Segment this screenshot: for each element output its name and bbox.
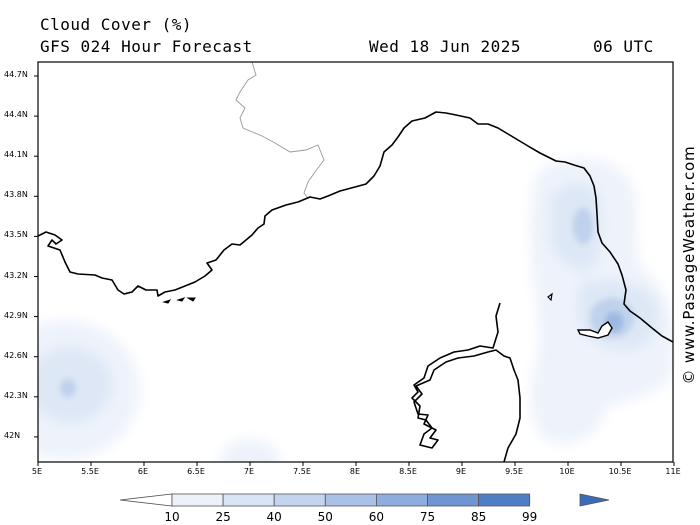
lon-label: 9E (455, 467, 467, 476)
legend-label: 99 (522, 510, 538, 524)
lat-label: 43.2N (4, 270, 28, 280)
island-elba (576, 321, 613, 339)
legend-label: 50 (317, 510, 333, 524)
credit-watermark: © www.PassageWeather.com (680, 145, 698, 385)
axis-ticks (34, 75, 675, 466)
legend-cell (222, 493, 275, 507)
legend-label: 85 (470, 510, 487, 524)
forecast-date: Wed 18 Jun 2025 (369, 37, 521, 56)
forecast-model: GFS 024 Hour Forecast (40, 37, 253, 56)
legend-cell (324, 493, 377, 507)
island-hyeres (162, 297, 196, 304)
legend-label: 25 (215, 510, 231, 524)
legend-label: 75 (419, 510, 436, 524)
lat-label: 43.8N (4, 190, 28, 200)
color-legend (119, 493, 610, 507)
forecast-time: 06 UTC (593, 37, 654, 56)
cloud-cover-field (38, 62, 673, 462)
legend-label: 60 (368, 510, 385, 524)
legend-label: 10 (164, 510, 180, 524)
lon-label: 7.5E (293, 467, 311, 476)
lon-label: 10.5E (608, 467, 632, 476)
lon-label: 9.5E (505, 467, 523, 476)
lon-label: 5.5E (81, 467, 99, 476)
legend-cell (427, 493, 479, 507)
lon-label: 11E (665, 467, 681, 476)
island-capraia (547, 292, 553, 302)
lon-label: 10E (559, 467, 575, 476)
lat-label: 44.7N (4, 70, 28, 79)
legend-cell (273, 493, 326, 507)
lon-label: 7E (243, 467, 255, 476)
coastline-corsica (411, 302, 521, 462)
lon-label: 6E (137, 467, 149, 476)
lat-label: 42.3N (4, 390, 28, 400)
legend-cell (171, 493, 224, 507)
lat-label: 42.6N (4, 350, 28, 360)
lat-label: 44.1N (4, 150, 28, 160)
chart-title: Cloud Cover (%) (40, 15, 192, 34)
legend-cell (478, 493, 531, 507)
lat-label: 42.9N (4, 310, 28, 320)
coastline (38, 111, 673, 343)
legend-cell (375, 493, 428, 507)
lat-label: 43.5N (4, 230, 28, 240)
legend-label: 40 (266, 510, 282, 524)
lon-label: 8.5E (399, 467, 417, 476)
lat-label: 44.4N (4, 110, 28, 120)
border-line (235, 62, 325, 199)
lon-label: 5E (31, 467, 43, 476)
lat-label: 42N (4, 430, 21, 440)
lon-label: 8E (349, 467, 361, 476)
lon-label: 6.5E (187, 467, 205, 476)
